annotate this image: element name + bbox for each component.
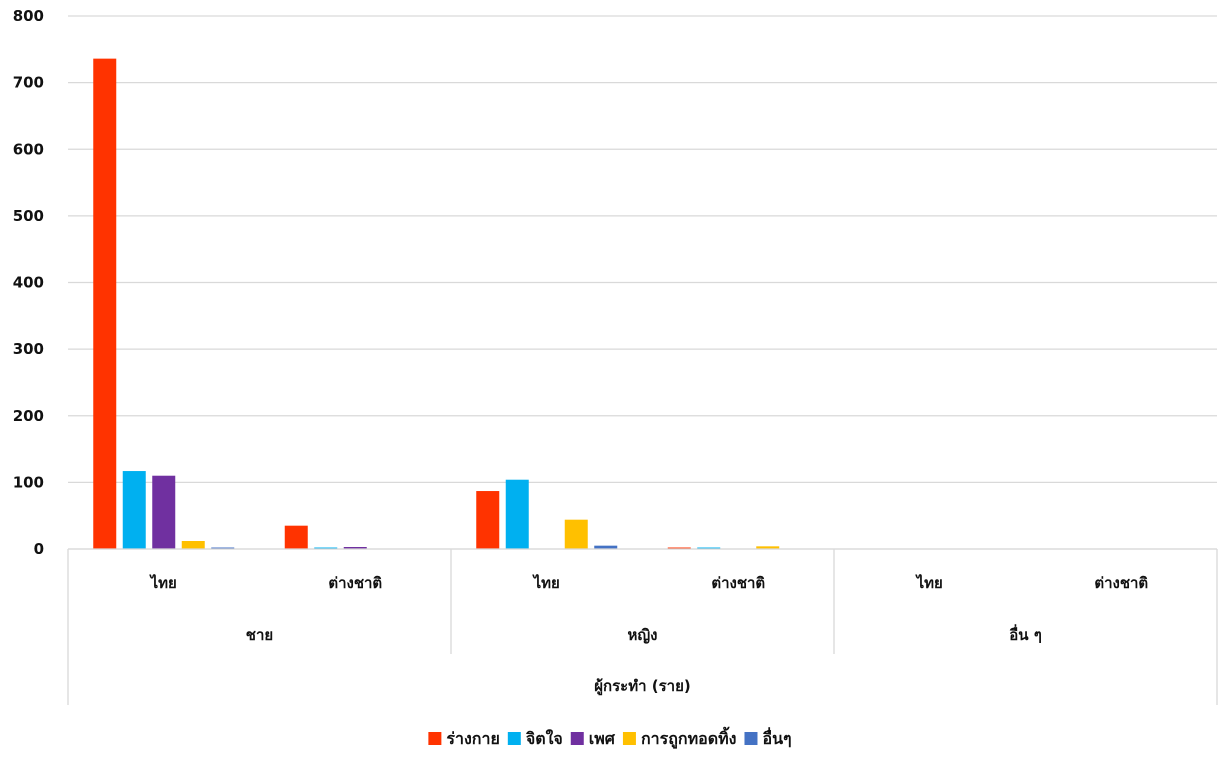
legend-swatch xyxy=(507,732,521,745)
x-axis: ไทย ต่างชาติ ไทย ต่างชาติ ไทย ต่างชาติชาย หญิง… xyxy=(67,548,1218,705)
legend-swatch xyxy=(622,732,636,745)
bar xyxy=(505,479,529,549)
bar xyxy=(476,491,500,549)
x-category-label: ไทย xyxy=(532,573,560,592)
bar xyxy=(314,547,338,549)
bar xyxy=(594,545,618,549)
gridlines xyxy=(68,15,1217,550)
x-category-label: ไทย xyxy=(149,573,177,592)
legend-label: จิตใจ xyxy=(525,729,563,748)
x-group-label: หญิง xyxy=(628,626,658,644)
x-group-label: ชาย xyxy=(246,626,273,644)
x-group-label: อื่น ๆ xyxy=(1009,624,1042,644)
bar xyxy=(667,547,691,549)
y-tick-label: 600 xyxy=(13,140,44,158)
y-tick-label: 400 xyxy=(13,274,44,292)
bar xyxy=(211,547,235,549)
y-tick-label: 0 xyxy=(34,540,44,558)
y-tick-label: 700 xyxy=(13,74,44,92)
y-tick-label: 100 xyxy=(13,473,44,491)
bar xyxy=(697,547,721,549)
y-tick-label: 500 xyxy=(13,207,44,225)
x-axis-title: ผู้กระทำ (ราย) xyxy=(594,677,691,696)
legend-label: อื่นๆ xyxy=(762,727,792,748)
y-tick-label: 800 xyxy=(13,7,44,25)
legend-swatch xyxy=(570,732,584,745)
bar xyxy=(152,475,176,549)
bar xyxy=(564,519,588,549)
bar xyxy=(181,541,205,549)
bar xyxy=(93,58,117,549)
legend-swatch xyxy=(744,732,758,745)
bar xyxy=(756,546,780,549)
y-axis-ticks: 0 100 200 300 400 500 600 700 800 xyxy=(13,7,44,558)
x-category-label: ต่างชาติ xyxy=(711,574,765,592)
x-category-label: ต่างชาติ xyxy=(1094,574,1148,592)
legend-label: การถูกทอดทิ้ง xyxy=(641,726,737,750)
bar xyxy=(284,525,308,549)
legend: ร่างกาย จิตใจ เพศ การถูกทอดทิ้ง อื่นๆ xyxy=(428,726,792,750)
bar xyxy=(122,471,146,549)
legend-label: ร่างกาย xyxy=(446,729,499,748)
bar xyxy=(343,547,367,549)
legend-swatch xyxy=(428,732,442,745)
y-tick-label: 200 xyxy=(13,407,44,425)
y-tick-label: 300 xyxy=(13,340,44,358)
x-category-label: ไทย xyxy=(915,573,943,592)
bars xyxy=(93,58,780,549)
legend-label: เพศ xyxy=(589,729,616,748)
x-category-label: ต่างชาติ xyxy=(328,574,382,592)
